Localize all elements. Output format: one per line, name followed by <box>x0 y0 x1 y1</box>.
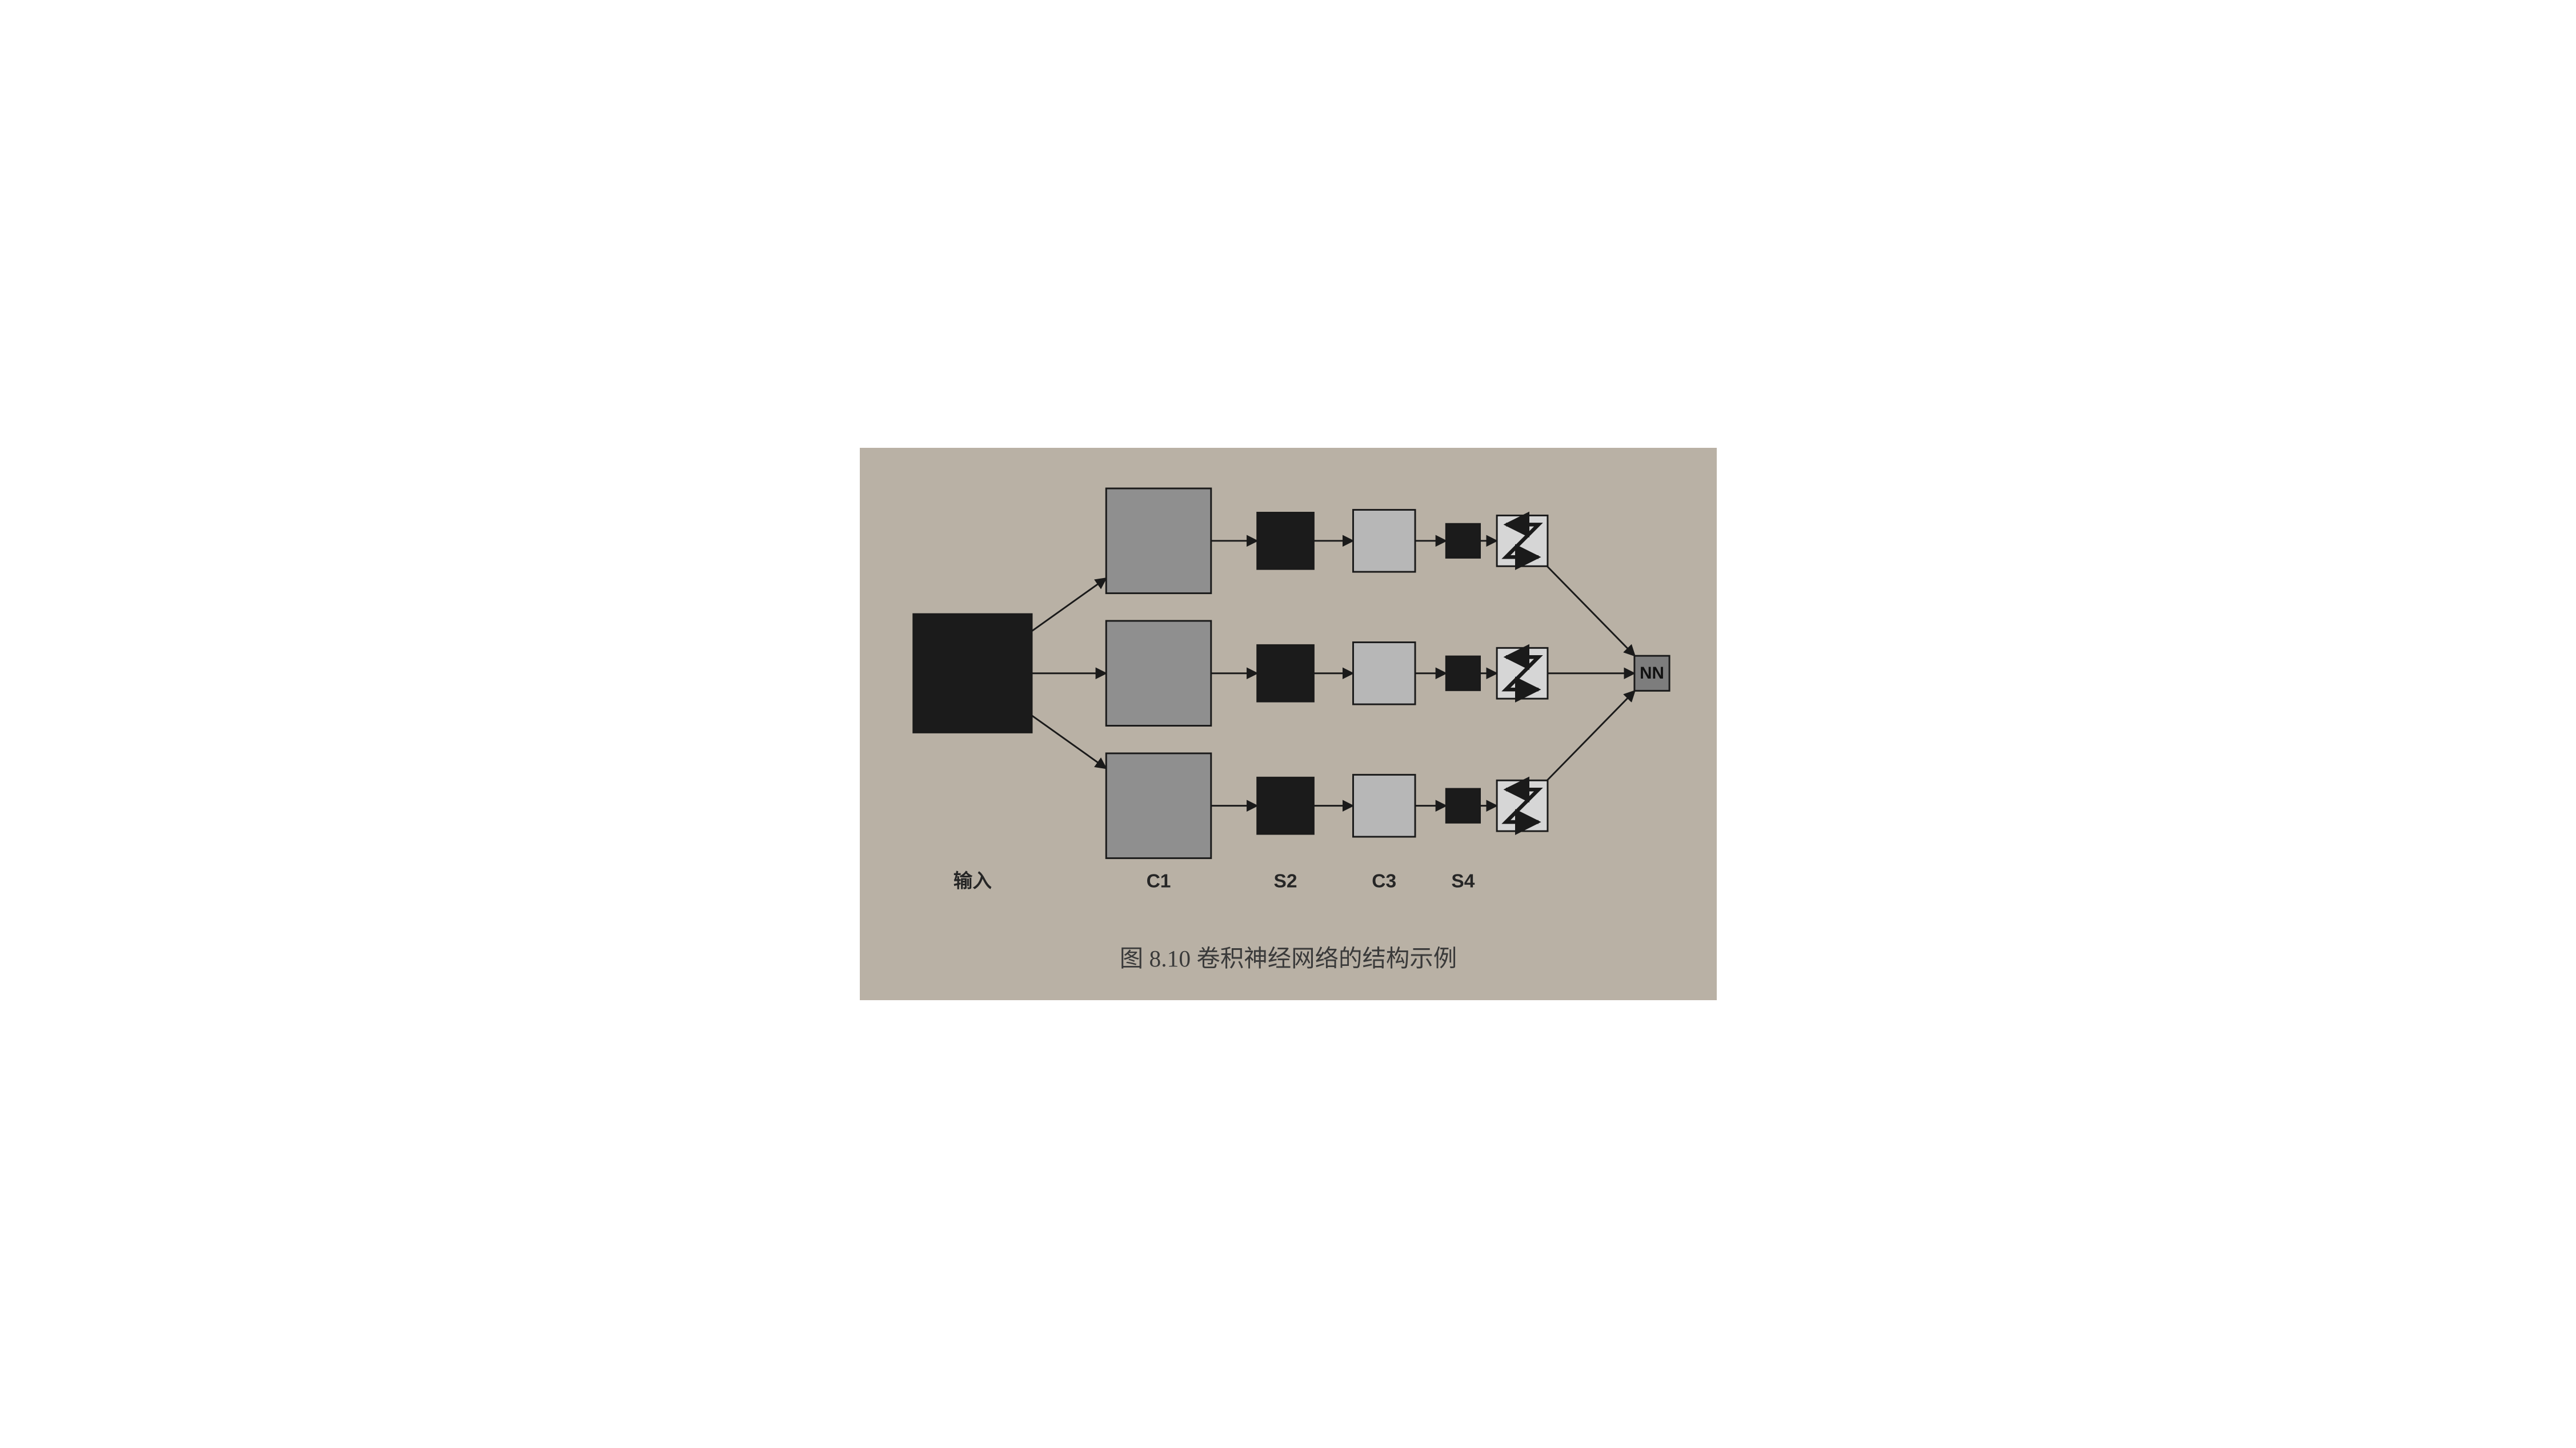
node-c1-2 <box>1106 753 1211 859</box>
node-s2-2 <box>1257 777 1313 834</box>
node-z-1 <box>1497 648 1548 699</box>
node-nn-text: NN <box>1640 664 1664 683</box>
node-s2-0 <box>1257 512 1313 569</box>
node-input-0 <box>913 614 1031 732</box>
label-c1: C1 <box>1146 871 1171 892</box>
node-z-0 <box>1497 515 1548 566</box>
node-c1-1 <box>1106 621 1211 726</box>
node-s2-1 <box>1257 645 1313 701</box>
node-s4-2 <box>1446 789 1480 823</box>
node-z-2 <box>1497 780 1548 831</box>
node-s4-0 <box>1446 524 1480 557</box>
cnn-architecture-diagram: NN 输入 C1 S2 C3 S4 图 8.10 卷积神经网络的结构示例 <box>860 448 1717 1000</box>
label-c3: C3 <box>1372 871 1396 892</box>
diagram-canvas: NN 输入 C1 S2 C3 S4 图 8.10 卷积神经网络的结构示例 <box>860 448 1717 1000</box>
figure-caption: 图 8.10 卷积神经网络的结构示例 <box>1119 945 1456 972</box>
node-c3-1 <box>1353 642 1415 704</box>
label-input: 输入 <box>953 871 992 892</box>
node-c1-0 <box>1106 488 1211 593</box>
label-s2: S2 <box>1273 871 1297 892</box>
node-nn-0: NN <box>1634 656 1669 691</box>
node-s4-1 <box>1446 656 1480 690</box>
node-c3-0 <box>1353 510 1415 572</box>
label-s4: S4 <box>1451 871 1475 892</box>
node-c3-2 <box>1353 775 1415 837</box>
